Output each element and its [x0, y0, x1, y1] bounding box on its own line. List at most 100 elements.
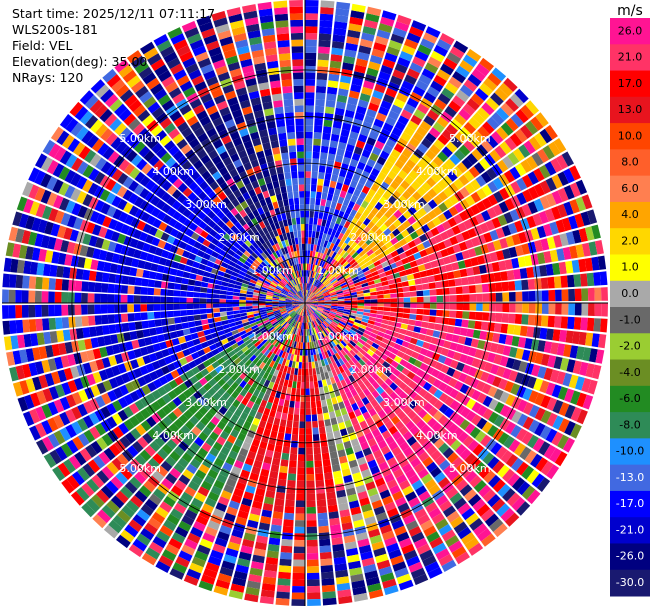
range-gate-cell: [177, 392, 188, 403]
range-gate-cell: [331, 369, 338, 377]
range-gate-cell: [445, 535, 460, 548]
range-gate-cell: [194, 492, 207, 503]
range-gate-cell: [306, 441, 313, 448]
range-gate-cell: [458, 335, 467, 345]
range-gate-cell: [82, 362, 92, 375]
range-gate-cell: [354, 112, 365, 121]
range-gate-cell: [375, 369, 384, 377]
range-gate-cell: [233, 288, 241, 293]
range-gate-cell: [533, 168, 545, 182]
range-gate-cell: [288, 407, 294, 415]
range-gate-cell: [413, 462, 425, 474]
range-gate-cell: [279, 293, 287, 297]
range-gate-cell: [480, 508, 495, 522]
range-gate-cell: [262, 317, 269, 322]
range-gate-cell: [258, 369, 266, 378]
range-gate-cell: [291, 592, 305, 600]
range-gate-cell: [498, 378, 508, 390]
range-gate-cell: [327, 504, 338, 513]
range-gate-cell: [317, 178, 324, 186]
range-gate-cell: [557, 203, 568, 218]
range-gate-cell: [103, 524, 119, 539]
range-gate-cell: [333, 403, 340, 411]
range-gate-cell: [291, 287, 297, 294]
range-gate-cell: [123, 394, 134, 406]
range-gate-cell: [102, 68, 117, 83]
range-gate-cell: [384, 219, 393, 228]
range-gate-cell: [130, 80, 145, 94]
range-gate-cell: [245, 297, 253, 301]
range-gate-cell: [128, 403, 140, 415]
range-gate-cell: [240, 545, 253, 555]
range-gate-cell: [483, 232, 493, 243]
range-gate-cell: [338, 365, 345, 374]
range-gate-cell: [305, 297, 310, 303]
range-gate-cell: [275, 411, 282, 419]
range-gate-cell: [230, 207, 239, 216]
range-gate-cell: [586, 209, 598, 225]
range-gate-cell: [319, 426, 326, 434]
range-gate-cell: [475, 213, 485, 224]
range-gate-cell: [382, 144, 393, 155]
range-gate-cell: [41, 359, 51, 373]
range-gate-cell: [167, 317, 175, 325]
range-gate-cell: [182, 469, 194, 480]
range-gate-cell: [314, 347, 319, 355]
range-gate-cell: [55, 446, 68, 461]
range-gate-cell: [295, 328, 299, 335]
range-gate-cell: [184, 509, 198, 521]
range-gate-cell: [265, 299, 273, 302]
range-gate-cell: [55, 384, 66, 398]
range-gate-cell: [182, 250, 191, 259]
range-gate-cell: [101, 239, 111, 251]
range-gate-cell: [423, 303, 431, 309]
range-gate-cell: [342, 261, 349, 268]
range-gate-cell: [272, 304, 279, 307]
range-gate-cell: [401, 543, 415, 555]
range-gate-cell: [396, 573, 412, 585]
range-gate-cell: [324, 478, 334, 487]
range-gate-cell: [521, 465, 535, 480]
range-gate-cell: [492, 204, 503, 216]
range-gate-cell: [402, 220, 411, 229]
range-gate-cell: [436, 69, 451, 81]
range-gate-cell: [524, 229, 534, 242]
range-gate-cell: [266, 550, 279, 559]
range-gate-cell: [168, 217, 178, 228]
range-gate-cell: [312, 145, 321, 153]
range-gate-cell: [206, 293, 214, 299]
range-gate-cell: [574, 213, 585, 228]
range-gate-cell: [499, 355, 509, 367]
range-gate-cell: [79, 219, 90, 232]
range-gate-cell: [318, 303, 325, 305]
range-gate-cell: [407, 195, 417, 206]
range-gate-cell: [551, 384, 562, 398]
range-gate-cell: [251, 438, 261, 448]
range-gate-cell: [267, 255, 274, 262]
range-gate-cell: [514, 314, 523, 325]
range-gate-cell: [339, 455, 348, 464]
range-gate-cell: [139, 175, 151, 187]
range-gate-cell: [313, 138, 321, 146]
range-gate-cell: [46, 192, 58, 207]
range-gate-cell: [114, 353, 124, 365]
range-gate-cell: [468, 311, 476, 320]
range-gate-cell: [182, 436, 194, 447]
range-gate-cell: [423, 402, 433, 413]
range-gate-cell: [245, 327, 253, 333]
range-gate-cell: [391, 519, 405, 530]
range-gate-cell: [171, 338, 180, 346]
range-gate-cell: [305, 335, 308, 343]
range-gate-cell: [441, 87, 455, 100]
range-gate-cell: [455, 479, 469, 492]
range-gate-cell: [44, 373, 55, 387]
range-gate-cell: [388, 132, 400, 143]
range-gate-cell: [281, 278, 288, 285]
range-gate-cell: [307, 335, 310, 343]
range-gate-cell: [277, 283, 284, 289]
range-gate-cell: [371, 381, 380, 390]
range-gate-cell: [497, 432, 510, 445]
range-gate-cell: [173, 297, 180, 303]
range-gate-cell: [373, 162, 383, 172]
range-gate-cell: [330, 308, 338, 312]
